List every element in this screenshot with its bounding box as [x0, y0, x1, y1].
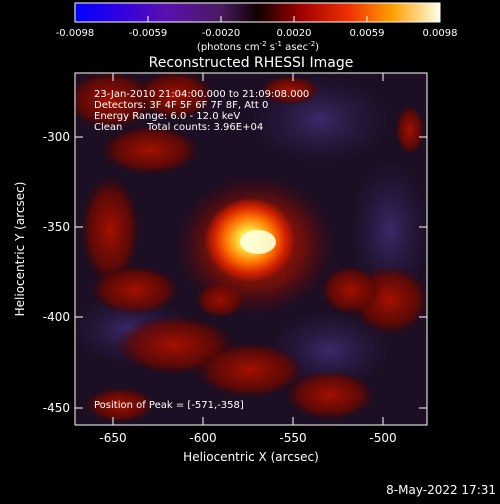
x-tick-label: -650	[99, 431, 126, 445]
y-tick-label: -450	[43, 401, 70, 415]
colorbar-gradient	[74, 2, 441, 23]
y-tick-label: -350	[43, 220, 70, 234]
rhessi-image	[75, 73, 427, 425]
x-tick-label: -600	[189, 431, 216, 445]
colorbar-tick: 0.0020	[277, 28, 312, 39]
colorbar-tick: 0.0098	[423, 28, 458, 39]
colorbar-units: (photons cm-2 s-1 asec-2)	[197, 40, 319, 53]
x-tick-label: -550	[279, 431, 306, 445]
info-method: Clean	[94, 122, 122, 133]
colorbar-tick: -0.0059	[129, 28, 168, 39]
peak-position: Position of Peak = [-571,-358]	[94, 400, 244, 411]
info-detectors: Detectors: 3F 4F 5F 6F 7F 8F, Att 0	[94, 100, 268, 111]
plot-frame	[74, 72, 428, 426]
x-tick-label: -500	[369, 431, 396, 445]
y-tick-label: -400	[43, 310, 70, 324]
colorbar: -0.0098 -0.0059 -0.0020 0.0020 0.0059 0.…	[56, 2, 458, 53]
y-axis-ticks	[75, 136, 427, 409]
x-axis-ticks	[112, 73, 384, 425]
colorbar-tick: -0.0020	[202, 28, 241, 39]
plot-title: Reconstructed RHESSI Image	[149, 55, 354, 71]
timestamp: 8-May-2022 17:31	[386, 483, 496, 497]
info-block: 23-Jan-2010 21:04:00.000 to 21:09:08.000…	[94, 89, 309, 133]
y-tick-label: -300	[43, 130, 70, 144]
colorbar-tick: -0.0098	[56, 28, 95, 39]
info-energy: Energy Range: 6.0 - 12.0 keV	[94, 111, 240, 122]
x-axis-label: Heliocentric X (arcsec)	[183, 450, 319, 464]
colorbar-tick: 0.0059	[350, 28, 385, 39]
y-axis-label: Heliocentric Y (arcsec)	[13, 182, 27, 317]
info-time: 23-Jan-2010 21:04:00.000 to 21:09:08.000	[94, 89, 309, 100]
info-counts: Total counts: 3.96E+04	[146, 122, 263, 133]
